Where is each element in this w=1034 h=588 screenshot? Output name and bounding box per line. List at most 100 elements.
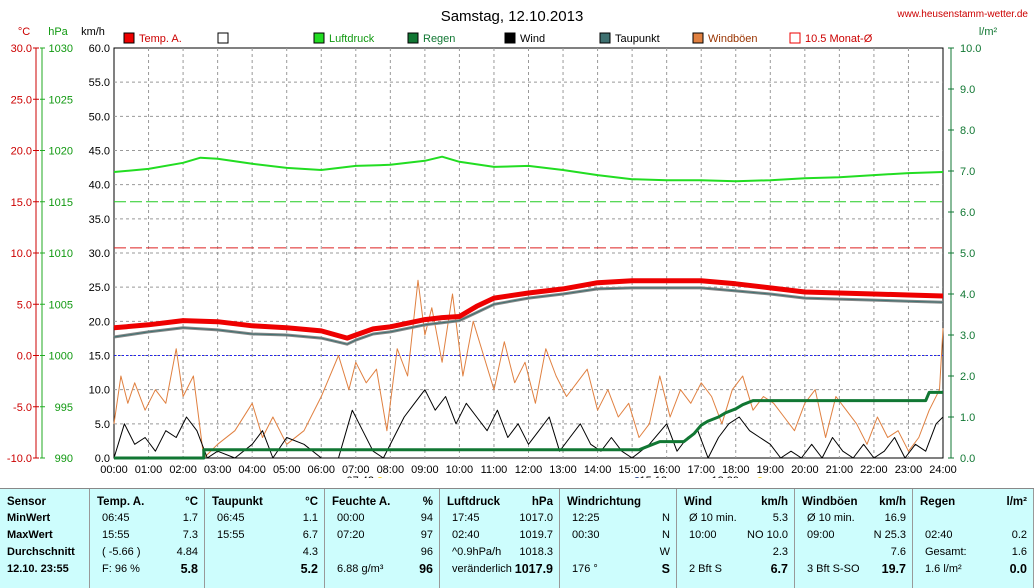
- wind-axis-tick: 10.0: [89, 385, 110, 397]
- stats-cell-value: 4.84: [176, 546, 198, 558]
- legend-swatch: [504, 32, 516, 44]
- stats-column-dir: Windrichtung 12:25 N 00:30 N W 176 ° S: [560, 489, 677, 588]
- series-dewpoint: [113, 287, 944, 345]
- stats-header-label: Feuchte A.: [332, 496, 391, 508]
- pressure-axis-tick: 995: [55, 402, 73, 414]
- stats-cell-value: N: [662, 529, 670, 541]
- axis-unit-label: km/h: [81, 26, 105, 38]
- stats-cell-value: 7.6: [890, 546, 906, 558]
- x-axis-tick: 10:00: [446, 464, 474, 476]
- stats-cell-value: 5.8: [180, 562, 198, 576]
- stats-row: 00:30 N: [560, 528, 676, 543]
- temp-axis-tick: -5.0: [13, 402, 32, 414]
- legend-label: Taupunkt: [615, 33, 660, 45]
- stats-cell-value: 1017.0: [519, 512, 553, 524]
- series-regen: [114, 390, 943, 460]
- stats-header: Wind km/h: [677, 495, 794, 510]
- stats-column-rain: Regen l/m² 02:40 0.2 Gesamt: 1.6 1.6 l/m² 0.0: [913, 489, 1034, 588]
- stats-cell-value: S: [661, 562, 670, 576]
- stats-cell-note: 3 Bft S-SO: [807, 563, 860, 575]
- series-temp-a-: [113, 278, 944, 341]
- stats-row: 09:00 N 25.3: [795, 528, 912, 543]
- stats-header-unit: hPa: [531, 496, 553, 508]
- time-marker-label: 10:57: [12, 477, 40, 478]
- stats-header-label: Windrichtung: [567, 496, 641, 508]
- stats-row: 12:25 N: [560, 511, 676, 526]
- pressure-axis-tick: 990: [55, 453, 73, 465]
- temp-axis-tick: 0.0: [17, 351, 32, 363]
- x-axis-tick: 03:00: [204, 464, 232, 476]
- stats-row: 07:20 97: [325, 528, 439, 543]
- x-axis-tick: 02:00: [169, 464, 197, 476]
- x-axis-tick: 21:00: [826, 464, 854, 476]
- stats-header-label: Temp. A.: [97, 496, 145, 508]
- series-layer: [113, 155, 944, 460]
- stats-cell-value: 5.2: [300, 562, 318, 576]
- legend-swatch: [692, 32, 704, 44]
- x-axis-tick: 15:00: [618, 464, 646, 476]
- stats-header-unit: %: [422, 496, 433, 508]
- stats-row-label: MinWert: [7, 512, 51, 524]
- stats-row: 176 ° S: [560, 562, 676, 577]
- legend-label: Windböen: [708, 33, 758, 45]
- temp-axis-tick: 30.0: [11, 43, 32, 55]
- rain-axis-tick: 10.0: [960, 43, 981, 55]
- stats-column-dew: Taupunkt °C 06:45 1.1 15:55 6.7 4.3 5.2: [205, 489, 325, 588]
- x-axis-tick: 11:00: [481, 464, 508, 476]
- stats-cell-value: 6.7: [770, 562, 788, 576]
- axis-unit-label: l/m²: [979, 26, 998, 38]
- stats-column-wind: Wind km/h Ø 10 min. 5.3 10:00 NO 10.0 2.3 2 Bft…: [677, 489, 795, 588]
- stats-header-label: Wind: [684, 496, 712, 508]
- website-label[interactable]: www.heusenstamm-wetter.de: [896, 9, 1028, 20]
- temp-axis-tick: 20.0: [11, 146, 32, 158]
- stats-row: ( -5.66 ) 4.84: [90, 545, 204, 560]
- temp-axis-tick: 15.0: [11, 197, 32, 209]
- stats-cell-value: 94: [420, 512, 433, 524]
- stats-cell-value: 0.2: [1011, 529, 1027, 541]
- stats-row: 12.10. 23:55: [0, 562, 89, 577]
- stats-cell-value: 7.3: [182, 529, 198, 541]
- stats-header-unit: km/h: [879, 496, 906, 508]
- stats-row: Gesamt: 1.6: [913, 545, 1033, 560]
- stats-cell-note: 15:55: [217, 529, 245, 541]
- stats-header: Feuchte A.%: [325, 495, 439, 510]
- stats-cell-note: Ø 10 min.: [807, 512, 855, 524]
- axis-unit-label: hPa: [48, 26, 68, 38]
- stats-column-sensor: Sensor MinWert MaxWert Durchschnitt 12.10. 2…: [0, 489, 90, 588]
- legend-swatch: [313, 32, 325, 44]
- pressure-axis-tick: 1030: [49, 43, 73, 55]
- stats-cell-note: 09:00: [807, 529, 835, 541]
- stats-row: 02:40 1019.7: [440, 528, 559, 543]
- stats-cell-note: Ø 10 min.: [689, 512, 737, 524]
- stats-cell-note: 1.6 l/m²: [925, 563, 962, 575]
- rain-axis-tick: 7.0: [960, 166, 975, 178]
- stats-row: 6.88 g/m³ 96: [325, 562, 439, 577]
- x-axis-tick: 06:00: [307, 464, 335, 476]
- x-axis-tick: 00:00: [100, 464, 128, 476]
- weather-chart: 30.0 25.0 20.0 15.0 10.0 5.0 0.0 -5.0 -10.0 1030 1…: [7, 8, 1028, 478]
- legend-swatch: [217, 32, 229, 44]
- stats-header-label: Taupunkt: [212, 496, 263, 508]
- stats-cell-value: 19.7: [881, 562, 906, 576]
- stats-cell-note: Gesamt:: [925, 546, 967, 558]
- wind-axis-tick: 30.0: [89, 248, 110, 260]
- stats-header-unit: km/h: [761, 496, 788, 508]
- stats-row: 17:45 1017.0: [440, 511, 559, 526]
- wind-axis-tick: 25.0: [89, 282, 110, 294]
- x-axis-tick: 12:00: [515, 464, 543, 476]
- stats-row: Durchschnitt: [0, 545, 89, 560]
- stats-header: Luftdruck hPa: [440, 495, 559, 510]
- stats-row: W: [560, 545, 676, 560]
- stats-cell-note: 06:45: [217, 512, 245, 524]
- legend-label: Temp. A.: [139, 33, 182, 45]
- wind-axis-tick: 45.0: [89, 146, 110, 158]
- stats-row: 06:45 1.1: [205, 511, 324, 526]
- wind-axis-tick: 35.0: [89, 214, 110, 226]
- stats-cell-value: 4.3: [302, 546, 318, 558]
- rain-axis-tick: 6.0: [960, 207, 975, 219]
- stats-row: Ø 10 min. 5.3: [677, 511, 794, 526]
- stats-row-label: MaxWert: [7, 529, 53, 541]
- x-axis-tick: 18:00: [722, 464, 750, 476]
- stats-header: Windböen km/h: [795, 495, 912, 510]
- stats-cell-value: 0.0: [1009, 562, 1027, 576]
